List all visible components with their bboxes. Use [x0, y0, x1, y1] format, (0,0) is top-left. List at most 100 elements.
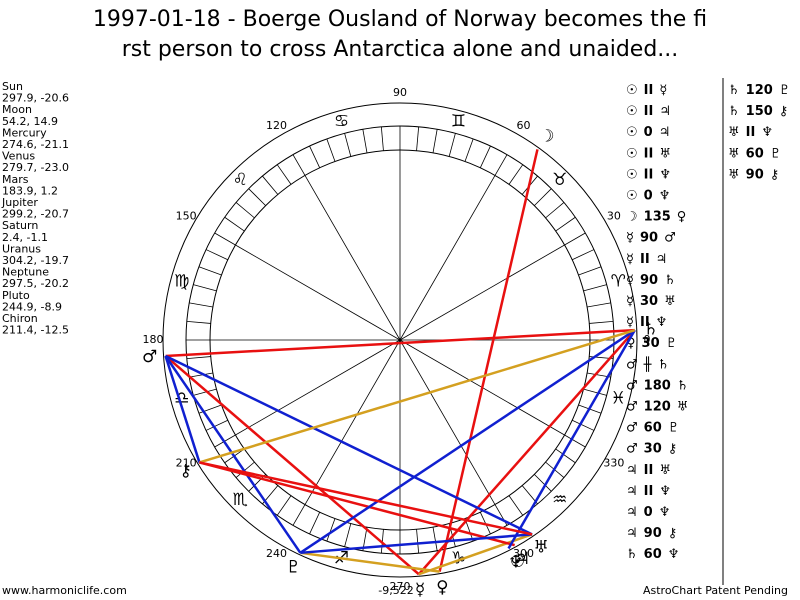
planet-coords: 299.2, -20.7	[2, 208, 69, 221]
aspect-line	[417, 329, 636, 576]
dial-tick	[572, 249, 595, 261]
aspect-line	[507, 329, 636, 550]
zodiac-sign: ♓	[611, 388, 626, 408]
aspect-line	[199, 461, 515, 547]
planet-coords: 304.2, -19.7	[2, 254, 69, 267]
dial-tick	[205, 249, 228, 261]
zodiac-sign: ♊	[451, 112, 466, 132]
planet-coords: 211.4, -12.5	[2, 324, 69, 337]
dial-label: 270	[390, 580, 411, 593]
planet-name: Moon	[2, 103, 32, 116]
dial-tick	[344, 523, 352, 547]
dial-tick	[494, 154, 508, 176]
dial-tick	[432, 527, 438, 551]
dial-tick	[432, 129, 438, 153]
dial-tick	[380, 126, 384, 151]
aspect-part: 120	[644, 400, 671, 415]
aspect-part: 30	[640, 294, 658, 309]
dial-tick	[292, 504, 306, 526]
aspect-part: ♅	[728, 146, 740, 161]
aspect-part: II	[640, 315, 650, 330]
aspect-entry: ♂ 30 ⚷	[626, 442, 677, 457]
planet-name: Venus	[2, 150, 35, 163]
dial-tick	[189, 372, 213, 378]
dial-tick	[464, 138, 474, 162]
dial-label: 0	[644, 333, 651, 346]
aspect-part: ♇	[779, 83, 791, 98]
dial-tick	[587, 302, 611, 308]
aspect-line	[438, 149, 539, 572]
title-line: rst person to cross Antarctica alone and…	[122, 37, 679, 62]
aspect-line	[164, 354, 533, 536]
aspect-entry: ♀ 30 ♇	[626, 336, 677, 351]
dial-tick	[205, 419, 228, 431]
aspect-part: ☉	[626, 146, 638, 161]
aspect-part: ♂	[626, 442, 638, 457]
aspect-line	[299, 329, 636, 554]
aspect-part: ☽	[626, 210, 638, 225]
aspect-part: ♆	[761, 125, 773, 140]
aspect-part: ♅	[659, 146, 671, 161]
aspect-part: ╫	[643, 355, 652, 372]
aspect-part: ♅	[728, 125, 740, 140]
dial-tick	[583, 284, 607, 292]
planet-name: Uranus	[2, 242, 41, 255]
dial-tick	[198, 266, 222, 276]
zodiac-sign: ♉	[552, 170, 567, 190]
dial-tick	[224, 216, 245, 232]
dial-label: 330	[603, 457, 624, 470]
dial-tick	[235, 202, 255, 219]
aspect-line	[164, 355, 201, 463]
aspect-part: II	[644, 104, 654, 119]
aspect-part: ☿	[626, 294, 634, 309]
spoke	[399, 175, 496, 341]
dial-tick	[545, 202, 565, 219]
dial-tick	[276, 164, 292, 185]
aspect-part: ☉	[626, 83, 638, 98]
planet-glyph: ♂	[142, 347, 157, 367]
aspect-part: 90	[746, 167, 764, 182]
planet-glyph: ♅	[533, 538, 548, 558]
zodiac-sign: ♒	[552, 490, 567, 510]
spoke	[235, 339, 401, 436]
aspect-part: ♅	[659, 463, 671, 478]
aspect-entry: ☿ II ♃	[626, 252, 667, 267]
aspect-entry: ☿ 90 ♄	[626, 273, 676, 288]
aspect-part: ♆	[656, 315, 668, 330]
dial-tick	[344, 133, 352, 157]
planet-coords: 2.4, -1.1	[2, 231, 48, 244]
aspect-part: ♄	[728, 83, 740, 98]
aspect-line	[199, 328, 636, 464]
aspect-entry: ♅ 90 ⚷	[728, 167, 779, 182]
dial-tick	[564, 434, 586, 448]
aspect-part: 30	[642, 336, 660, 351]
footer-center: -9,522	[378, 584, 413, 597]
aspect-part: ♆	[659, 484, 671, 499]
dial-label: 90	[393, 86, 407, 99]
aspect-part: 120	[746, 83, 773, 98]
planet-coords: 54.2, 14.9	[2, 115, 58, 128]
aspect-part: 0	[644, 125, 653, 140]
aspect-line	[165, 328, 635, 358]
aspect-part: ☿	[626, 231, 634, 246]
aspect-part: 60	[644, 547, 662, 562]
aspect-part: II	[644, 146, 654, 161]
zodiac-sign: ♏	[233, 490, 248, 510]
aspect-part: ♂	[626, 421, 638, 436]
aspect-entry: ♃ II ♆	[626, 484, 671, 499]
dial-label: 240	[266, 547, 287, 560]
dial-tick	[589, 320, 614, 324]
zodiac-sign: ♈	[611, 272, 626, 292]
dial-tick	[326, 138, 336, 162]
aspect-part: ♃	[626, 526, 638, 541]
aspect-part: 30	[644, 442, 662, 457]
footer-left: www.harmoniclife.com	[2, 584, 127, 597]
dial-tick	[248, 188, 266, 206]
dial-tick	[583, 388, 607, 396]
planet-name: Chiron	[2, 312, 38, 325]
aspect-entry: ♅ 60 ♇	[728, 146, 781, 161]
aspect-part: ♀	[626, 336, 636, 351]
aspect-entry: ☿ II ♆	[626, 315, 667, 330]
aspect-entry: ♂ 180 ♄	[626, 378, 688, 393]
aspect-part: ♆	[668, 547, 680, 562]
